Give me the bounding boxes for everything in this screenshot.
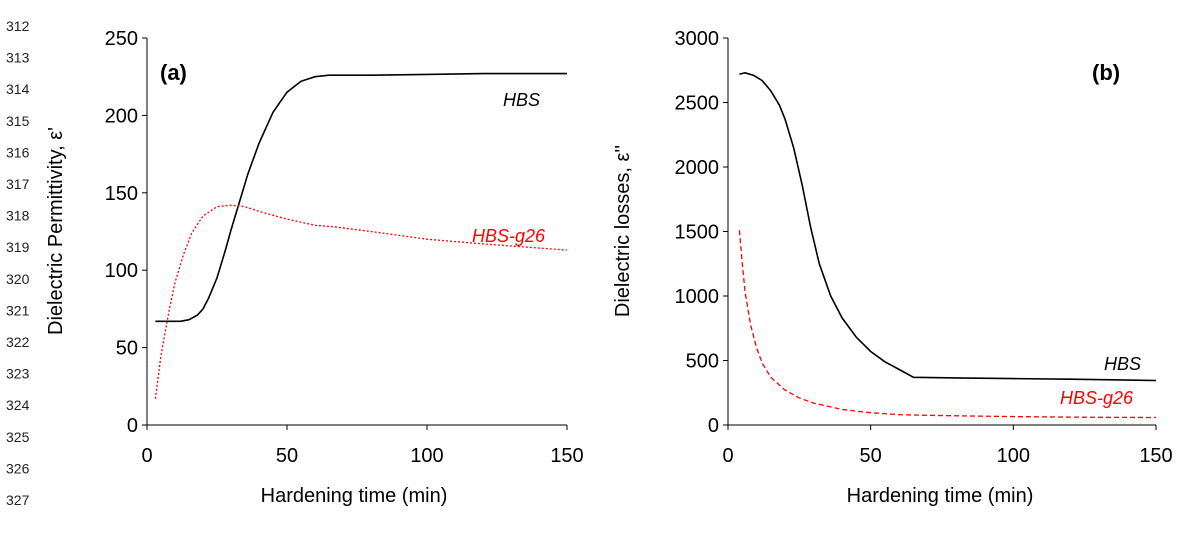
line-number: 312 (6, 18, 30, 34)
x-tick-label: 150 (1139, 445, 1172, 467)
y-axis-title: Dielectric Permittivity, ε' (45, 127, 67, 335)
y-tick-label: 500 (686, 351, 719, 373)
line-number: 321 (6, 302, 30, 318)
x-tick-label: 0 (141, 445, 152, 467)
y-tick-label: 1000 (675, 286, 720, 308)
series-line-hbs (155, 72, 567, 323)
line-number: 324 (6, 397, 30, 413)
line-number: 323 (6, 366, 30, 382)
panel-label: (a) (160, 60, 187, 85)
y-ticks: 0 500 1000 1500 2000 2500 3000 (675, 28, 728, 437)
series-label-hbs-g26: HBS-g26 (1060, 388, 1134, 408)
x-ticks: 0 50 100 150 (141, 425, 584, 467)
line-number: 319 (6, 239, 30, 255)
line-numbers: 312 313 314 315 316 317 318 319 320 321 322 323 324 3… (6, 18, 30, 508)
line-number: 315 (6, 113, 30, 129)
series-label-hbs: HBS (1104, 354, 1141, 374)
y-tick-label: 100 (105, 260, 138, 282)
x-tick-label: 150 (550, 445, 583, 467)
y-tick-label: 50 (116, 338, 138, 360)
series-label-hbs: HBS (503, 90, 540, 110)
chart-panel-b: 0 500 1000 1500 2000 2500 3000 0 50 100 150 (b) H… (612, 28, 1173, 507)
y-tick-label: 250 (105, 28, 138, 50)
x-tick-label: 100 (410, 445, 443, 467)
series-group (154, 72, 568, 399)
line-number: 325 (6, 429, 30, 445)
y-tick-label: 3000 (675, 28, 720, 50)
series-label-hbs-g26: HBS-g26 (472, 226, 546, 246)
chart-panel-a: 0 50 100 150 200 250 0 50 100 150 (a) HBS HBS-g2… (45, 28, 584, 507)
y-tick-label: 0 (127, 415, 138, 437)
series-line-hbs (739, 71, 1157, 382)
line-number: 317 (6, 176, 30, 192)
x-tick-label: 0 (722, 445, 733, 467)
line-number: 318 (6, 208, 30, 224)
y-axis-title: Dielectric losses, ε'' (612, 145, 634, 317)
line-number: 316 (6, 144, 30, 160)
y-tick-label: 150 (105, 183, 138, 205)
y-tick-label: 2500 (675, 93, 720, 115)
series-line-hbs-g26 (738, 230, 1157, 419)
y-ticks: 0 50 100 150 200 250 (105, 28, 147, 437)
x-tick-label: 50 (276, 445, 298, 467)
line-number: 322 (6, 334, 30, 350)
series-line-hbs-g26 (154, 204, 568, 399)
x-axis-title: Hardening time (min) (261, 485, 448, 507)
x-tick-label: 50 (860, 445, 882, 467)
x-axis-title: Hardening time (min) (847, 485, 1034, 507)
line-number: 320 (6, 271, 30, 287)
line-number: 327 (6, 492, 30, 508)
y-tick-label: 2000 (675, 157, 720, 179)
line-number: 313 (6, 50, 30, 66)
y-tick-label: 1500 (675, 222, 720, 244)
x-tick-label: 100 (997, 445, 1030, 467)
x-ticks: 0 50 100 150 (722, 425, 1173, 467)
y-tick-label: 0 (708, 415, 719, 437)
line-number: 326 (6, 460, 30, 476)
panel-label: (b) (1092, 60, 1120, 85)
y-tick-label: 200 (105, 105, 138, 127)
line-number: 314 (6, 81, 30, 97)
series-group (738, 71, 1157, 419)
